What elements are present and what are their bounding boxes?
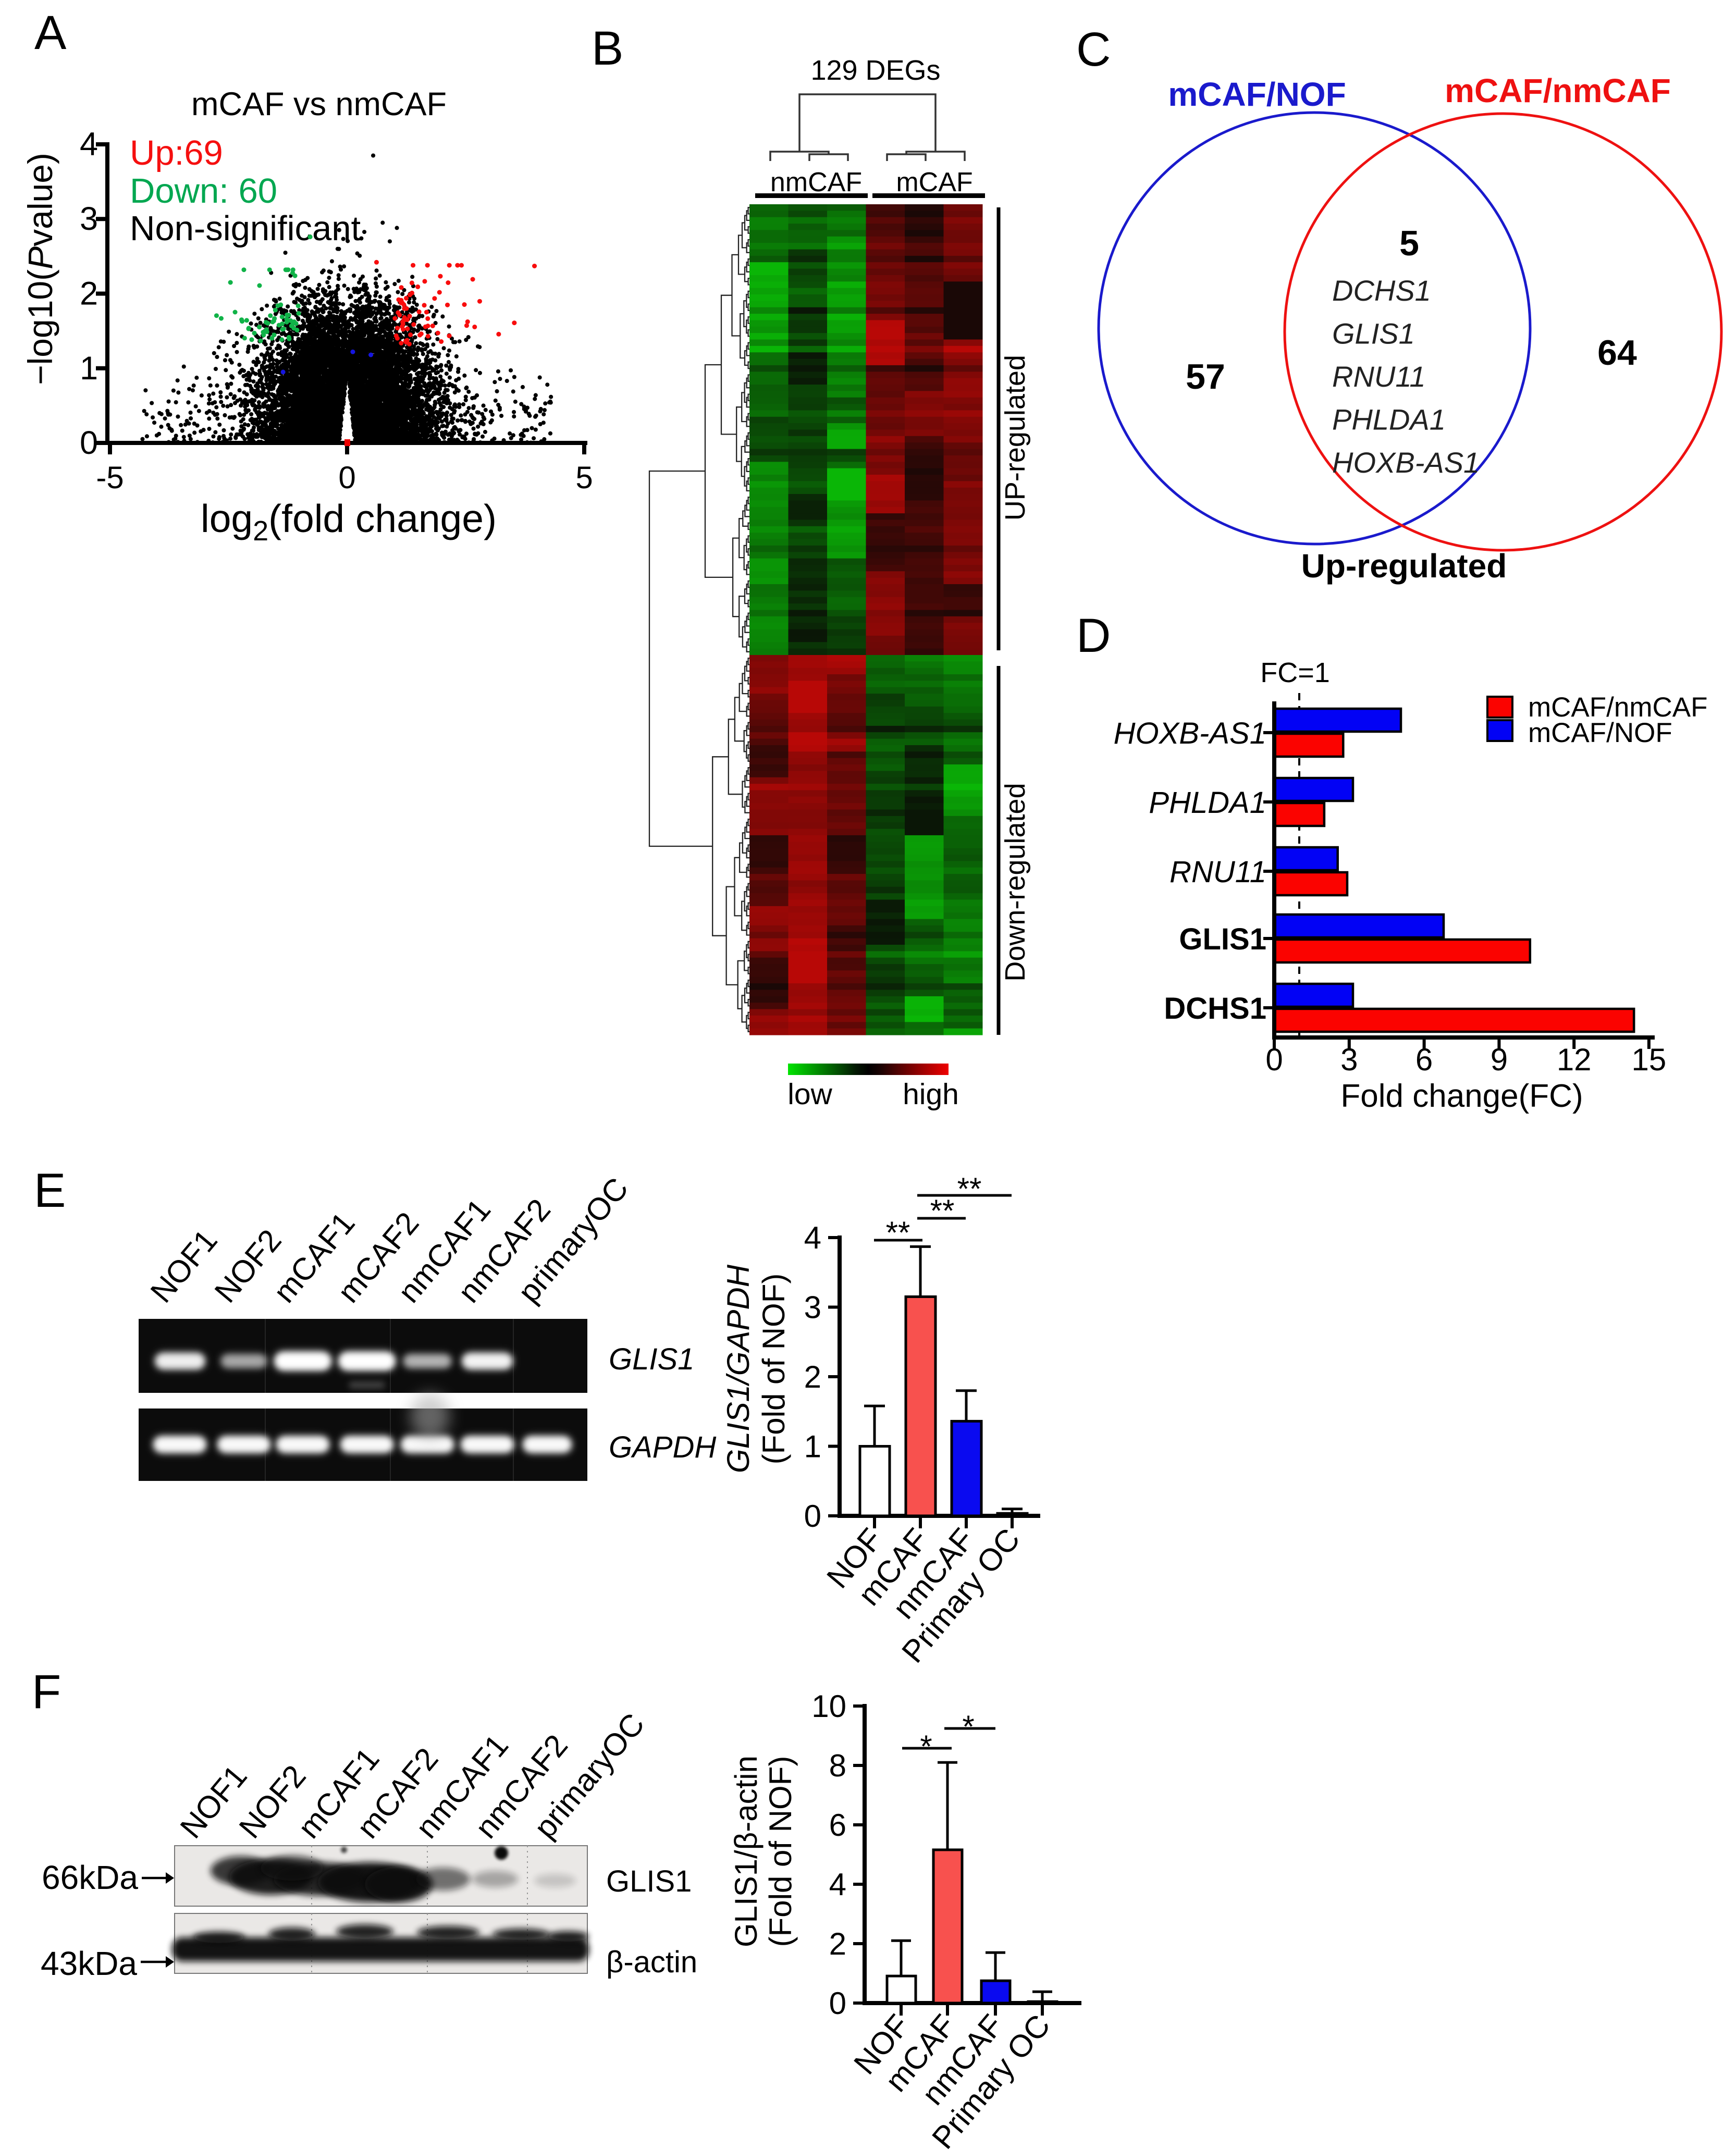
svg-text:129 DEGs: 129 DEGs: [810, 55, 940, 86]
svg-text:12: 12: [1557, 1042, 1592, 1077]
svg-text:β-actin: β-actin: [606, 1945, 697, 1979]
svg-text:5: 5: [575, 460, 593, 495]
svg-text:GLIS1: GLIS1: [609, 1342, 694, 1376]
svg-text:**: **: [886, 1215, 910, 1250]
svg-text:4: 4: [804, 1220, 821, 1255]
svg-text:C: C: [1076, 23, 1111, 76]
svg-text:GLIS1/GAPDH: GLIS1/GAPDH: [721, 1264, 756, 1473]
svg-text:64: 64: [1597, 333, 1637, 373]
svg-text:mCAF/NOF: mCAF/NOF: [1168, 76, 1346, 113]
svg-text:mCAF/nmCAF: mCAF/nmCAF: [1528, 692, 1708, 723]
svg-text:HOXB-AS1: HOXB-AS1: [1114, 716, 1266, 750]
svg-text:RNU11: RNU11: [1332, 360, 1425, 393]
svg-text:PHLDA1: PHLDA1: [1149, 786, 1266, 820]
svg-text:3: 3: [1340, 1042, 1358, 1077]
svg-text:3: 3: [804, 1290, 821, 1325]
svg-text:Down: 60: Down: 60: [130, 171, 277, 211]
svg-text:Up:69: Up:69: [130, 133, 223, 172]
svg-text:1: 1: [80, 350, 98, 387]
svg-text:DCHS1: DCHS1: [1332, 274, 1431, 307]
svg-text:log2(fold change): log2(fold change): [201, 497, 497, 547]
svg-text:6: 6: [829, 1808, 846, 1843]
svg-text:mCAF vs nmCAF: mCAF vs nmCAF: [191, 86, 447, 122]
svg-text:RNU11: RNU11: [1169, 855, 1266, 889]
svg-text:0: 0: [804, 1499, 821, 1534]
svg-text:−log10(Pvalue): −log10(Pvalue): [21, 153, 59, 385]
svg-text:GLIS1: GLIS1: [606, 1864, 692, 1898]
svg-text:43kDa: 43kDa: [41, 1945, 137, 1982]
svg-text:Fold change(FC): Fold change(FC): [1340, 1078, 1583, 1114]
svg-text:D: D: [1076, 609, 1111, 662]
svg-text:-5: -5: [96, 460, 124, 495]
svg-text:6: 6: [1415, 1042, 1433, 1077]
svg-text:UP-regulated: UP-regulated: [1000, 355, 1031, 521]
svg-text:Down-regulated: Down-regulated: [1000, 783, 1031, 981]
svg-text:mCAF: mCAF: [896, 167, 972, 197]
svg-text:15: 15: [1632, 1042, 1667, 1077]
svg-text:(Fold of NOF): (Fold of NOF): [763, 1756, 798, 1947]
svg-text:**: **: [957, 1171, 982, 1206]
svg-text:2: 2: [80, 276, 98, 312]
svg-text:PHLDA1: PHLDA1: [1332, 403, 1446, 436]
svg-text:FC=1: FC=1: [1260, 657, 1330, 688]
svg-text:B: B: [592, 22, 623, 75]
svg-text:4: 4: [80, 126, 98, 163]
svg-text:F: F: [32, 1665, 61, 1719]
svg-text:9: 9: [1491, 1042, 1508, 1077]
svg-text:1: 1: [804, 1429, 821, 1464]
svg-text:2: 2: [804, 1360, 821, 1394]
svg-text:HOXB-AS1: HOXB-AS1: [1332, 446, 1480, 479]
svg-text:E: E: [34, 1164, 66, 1217]
svg-text:2: 2: [829, 1926, 846, 1961]
svg-text:A: A: [34, 6, 67, 59]
svg-text:66kDa: 66kDa: [42, 1859, 138, 1896]
svg-text:5: 5: [1399, 224, 1419, 263]
svg-text:nmCAF: nmCAF: [770, 167, 862, 197]
svg-text:low: low: [787, 1078, 832, 1111]
svg-text:*: *: [920, 1729, 932, 1764]
svg-text:GLIS1/β-actin: GLIS1/β-actin: [729, 1756, 764, 1947]
svg-text:GLIS1: GLIS1: [1179, 922, 1266, 956]
svg-text:0: 0: [829, 1986, 846, 2021]
svg-text:mCAF/nmCAF: mCAF/nmCAF: [1445, 72, 1671, 109]
svg-text:0: 0: [338, 460, 355, 495]
svg-text:0: 0: [1265, 1042, 1283, 1077]
svg-text:8: 8: [829, 1748, 846, 1783]
svg-text:Non-significant: Non-significant: [130, 209, 361, 248]
svg-text:(Fold of NOF): (Fold of NOF): [756, 1274, 791, 1465]
svg-text:0: 0: [80, 425, 98, 461]
svg-text:mCAF/NOF: mCAF/NOF: [1528, 718, 1672, 748]
svg-text:4: 4: [829, 1867, 846, 1902]
svg-text:Up-regulated: Up-regulated: [1301, 547, 1507, 585]
svg-text:high: high: [903, 1078, 959, 1111]
svg-text:57: 57: [1186, 357, 1225, 397]
svg-text:DCHS1: DCHS1: [1164, 992, 1266, 1025]
svg-text:10: 10: [811, 1689, 846, 1724]
svg-text:*: *: [962, 1709, 974, 1744]
svg-text:3: 3: [80, 201, 98, 237]
svg-text:**: **: [930, 1193, 955, 1228]
svg-text:GAPDH: GAPDH: [609, 1430, 716, 1464]
svg-text:GLIS1: GLIS1: [1332, 317, 1415, 350]
